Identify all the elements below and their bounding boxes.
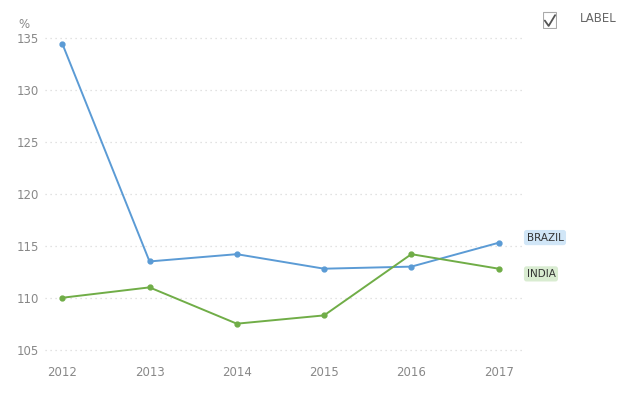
Text: BRAZIL: BRAZIL [527,232,563,242]
Text: INDIA: INDIA [527,269,556,279]
Text: LABEL: LABEL [580,12,616,24]
Text: %: % [19,18,29,31]
